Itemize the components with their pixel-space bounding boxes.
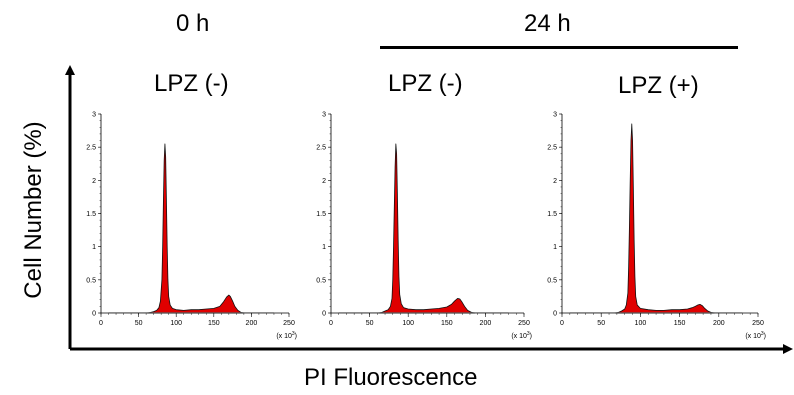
x-tick-label-150: 150 [208, 320, 220, 327]
x-unit-base: (x 10 [745, 333, 761, 340]
x-tick-label-200: 200 [246, 320, 258, 327]
time-bracket-24h [380, 46, 738, 49]
histogram-panel-3: 00.511.522.530 50 100 150 200 250(x 103) [547, 112, 766, 341]
x-tick-label-250: 250 [283, 320, 295, 327]
x-unit-close: ) [764, 333, 766, 340]
panel-title-2: LPZ (-) [388, 70, 463, 97]
x-unit-base: (x 10 [276, 333, 292, 340]
y-tick-label-3: 3 [92, 112, 96, 119]
x-tick-label-150: 150 [441, 320, 453, 327]
y-tick-label-1: 1 [322, 244, 326, 251]
x-tick-label-0: 0 [560, 320, 564, 327]
histogram-panel-1: 00.511.522.530 50 100 150 200 250(x 103) [86, 112, 297, 341]
x-tick-label-50: 50 [597, 320, 605, 327]
x-tick-label-50: 50 [366, 320, 374, 327]
panel-title-3: LPZ (+) [618, 72, 699, 99]
time-label-0h: 0 h [176, 10, 210, 37]
y-tick-label-3: 3 [322, 112, 326, 119]
x-unit-base: (x 10 [511, 333, 527, 340]
y-tick-label-1.5: 1.5 [86, 211, 96, 218]
x-tick-label-100: 100 [635, 320, 647, 327]
x-unit-label-2: (x 103) [511, 331, 532, 340]
x-axis-label: PI Fluorescence [304, 364, 478, 391]
x-tick-label-0: 0 [329, 320, 333, 327]
y-tick-label-0: 0 [92, 311, 96, 318]
x-tick-label-200: 200 [480, 320, 492, 327]
histogram-area-3 [614, 123, 715, 314]
y-tick-label-3: 3 [553, 112, 557, 119]
histogram-area-2 [378, 143, 475, 314]
x-tick-label-50: 50 [135, 320, 143, 327]
y-tick-label-2.5: 2.5 [86, 145, 96, 152]
x-tick-label-0: 0 [99, 320, 103, 327]
y-tick-label-1: 1 [553, 244, 557, 251]
y-tick-label-2.5: 2.5 [547, 145, 557, 152]
x-unit-exponent: 3 [761, 331, 764, 337]
histogram-area-1 [147, 143, 245, 314]
y-tick-label-1.5: 1.5 [316, 211, 326, 218]
y-tick-label-0.5: 0.5 [547, 277, 557, 284]
x-tick-label-100: 100 [170, 320, 182, 327]
x-tick-label-150: 150 [674, 320, 686, 327]
x-tick-label-100: 100 [402, 320, 414, 327]
x-tick-label-250: 250 [752, 320, 764, 327]
panel-title-1: LPZ (-) [154, 70, 229, 97]
y-tick-label-0.5: 0.5 [86, 277, 96, 284]
x-unit-label-1: (x 103) [276, 331, 297, 340]
x-tick-label-250: 250 [518, 320, 530, 327]
histogram-panel-2: 00.511.522.530 50 100 150 200 250(x 103) [316, 112, 532, 341]
y-tick-label-0: 0 [553, 311, 557, 318]
y-tick-label-2: 2 [92, 178, 96, 185]
x-unit-exponent: 3 [527, 331, 530, 337]
y-tick-label-1.5: 1.5 [547, 211, 557, 218]
y-tick-label-2: 2 [322, 178, 326, 185]
y-tick-label-2.5: 2.5 [316, 145, 326, 152]
y-tick-label-2: 2 [553, 178, 557, 185]
x-unit-exponent: 3 [292, 331, 295, 337]
time-label-24h: 24 h [524, 10, 571, 37]
x-unit-close: ) [295, 333, 297, 340]
x-unit-label-3: (x 103) [745, 331, 766, 340]
x-tick-label-200: 200 [713, 320, 725, 327]
y-tick-label-0: 0 [322, 311, 326, 318]
y-tick-label-1: 1 [92, 244, 96, 251]
x-unit-close: ) [530, 333, 532, 340]
y-tick-label-0.5: 0.5 [316, 277, 326, 284]
